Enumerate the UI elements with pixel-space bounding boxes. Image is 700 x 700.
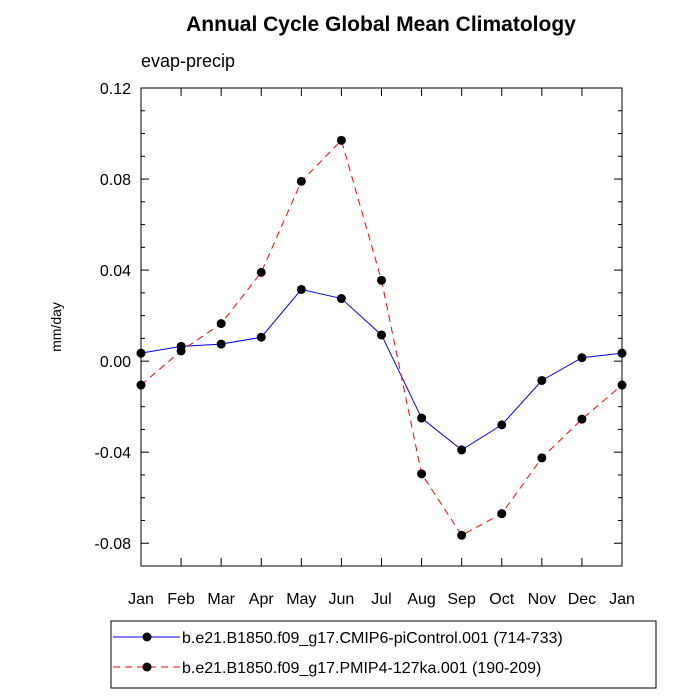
series-1-point [336, 294, 346, 304]
plot-frame [140, 87, 623, 567]
chart-title: Annual Cycle Global Mean Climatology [186, 13, 576, 36]
series-2-point [377, 275, 386, 285]
y-tick-label: -0.04 [95, 445, 132, 462]
series-2-point [296, 176, 306, 186]
series-line-1 [140, 288, 623, 451]
legend-marker-2 [142, 662, 152, 672]
x-tick-label: Jan [609, 591, 635, 608]
legend-box [110, 620, 657, 689]
x-tick-label: Nov [528, 591, 556, 608]
x-tick-label: Sep [447, 591, 476, 608]
chart-subtitle: evap-precip [141, 51, 235, 71]
series-2-point [336, 135, 346, 145]
x-tick-label: Feb [167, 591, 195, 608]
series-1-point [577, 353, 587, 363]
x-tick-label: Jun [329, 591, 355, 608]
x-tick-label: Jan [128, 591, 154, 608]
plot-axes: -0.08 -0.04 0.00 0.04 0.08 0.12 Jan Feb Mar Apr Ma… [95, 81, 635, 608]
series-1-point [537, 375, 547, 385]
legend-label-1: b.e21.B1850.f09_g17.CMIP6-piControl.001 … [182, 630, 563, 647]
x-tick-label: Mar [207, 591, 235, 608]
series-2-point [256, 267, 266, 277]
x-tick-label: Jul [371, 591, 391, 608]
x-tick-label: Dec [568, 591, 596, 608]
series-2-point [617, 380, 627, 390]
series-1-point [296, 284, 306, 294]
series-1-point [136, 348, 146, 358]
series-1-point [256, 332, 266, 342]
legend-marker-1 [142, 632, 152, 642]
series-2-point [537, 453, 547, 463]
series-2-point [577, 414, 587, 424]
legend-label-2: b.e21.B1850.f09_g17.PMIP4-127ka.001 (190… [182, 660, 541, 677]
series-1-point [216, 339, 226, 349]
x-tick-label: Aug [407, 591, 435, 608]
x-tick-label: May [286, 591, 316, 608]
y-tick-label: 0.12 [100, 81, 131, 98]
series-2-point [457, 530, 467, 540]
series-1-point [417, 413, 427, 423]
series-2-point [417, 469, 427, 479]
x-tick-label: Oct [489, 591, 514, 608]
y-tick-label: 0.00 [100, 354, 131, 371]
y-tick-label: 0.04 [100, 263, 131, 280]
series-2-point [216, 319, 226, 329]
series-1-point [617, 348, 627, 358]
y-axis-label: mm/day [48, 302, 64, 352]
series-2-point [136, 380, 146, 390]
y-tick-label: 0.08 [100, 172, 131, 189]
series-1-point [497, 420, 507, 430]
series-2-point [497, 509, 507, 519]
series-layer [136, 135, 627, 540]
y-tick-label: -0.08 [95, 536, 132, 553]
x-tick-label: Apr [249, 591, 275, 608]
series-2-point [176, 346, 186, 356]
series-1-point [457, 445, 467, 455]
legend: b.e21.B1850.f09_g17.CMIP6-piControl.001 … [110, 620, 657, 689]
series-1-point [377, 330, 386, 340]
